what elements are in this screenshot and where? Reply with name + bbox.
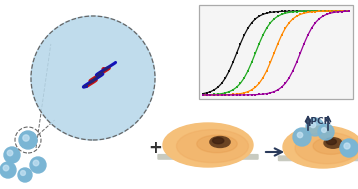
Circle shape [297, 132, 303, 138]
Circle shape [20, 170, 25, 175]
Circle shape [293, 128, 311, 146]
Circle shape [7, 150, 13, 156]
Text: qPCR: qPCR [305, 118, 331, 126]
Ellipse shape [163, 123, 253, 167]
Circle shape [31, 16, 155, 140]
Circle shape [18, 168, 32, 182]
FancyBboxPatch shape [199, 5, 353, 99]
Circle shape [33, 160, 39, 166]
Ellipse shape [326, 139, 337, 145]
Ellipse shape [283, 126, 358, 168]
Ellipse shape [176, 130, 248, 163]
Circle shape [30, 157, 46, 173]
Circle shape [318, 124, 334, 140]
Ellipse shape [324, 138, 342, 148]
Circle shape [0, 162, 16, 178]
Circle shape [23, 135, 29, 141]
Circle shape [3, 165, 9, 171]
Circle shape [4, 147, 20, 163]
Ellipse shape [197, 135, 237, 153]
Circle shape [340, 139, 358, 157]
FancyBboxPatch shape [158, 155, 258, 159]
Ellipse shape [210, 136, 230, 147]
FancyBboxPatch shape [279, 156, 358, 160]
Ellipse shape [213, 138, 224, 144]
Ellipse shape [295, 132, 358, 164]
Circle shape [321, 128, 326, 132]
Circle shape [310, 122, 316, 128]
Text: +: + [148, 139, 162, 157]
Circle shape [344, 143, 350, 149]
Circle shape [306, 118, 324, 136]
Ellipse shape [313, 138, 349, 154]
Circle shape [19, 131, 37, 149]
